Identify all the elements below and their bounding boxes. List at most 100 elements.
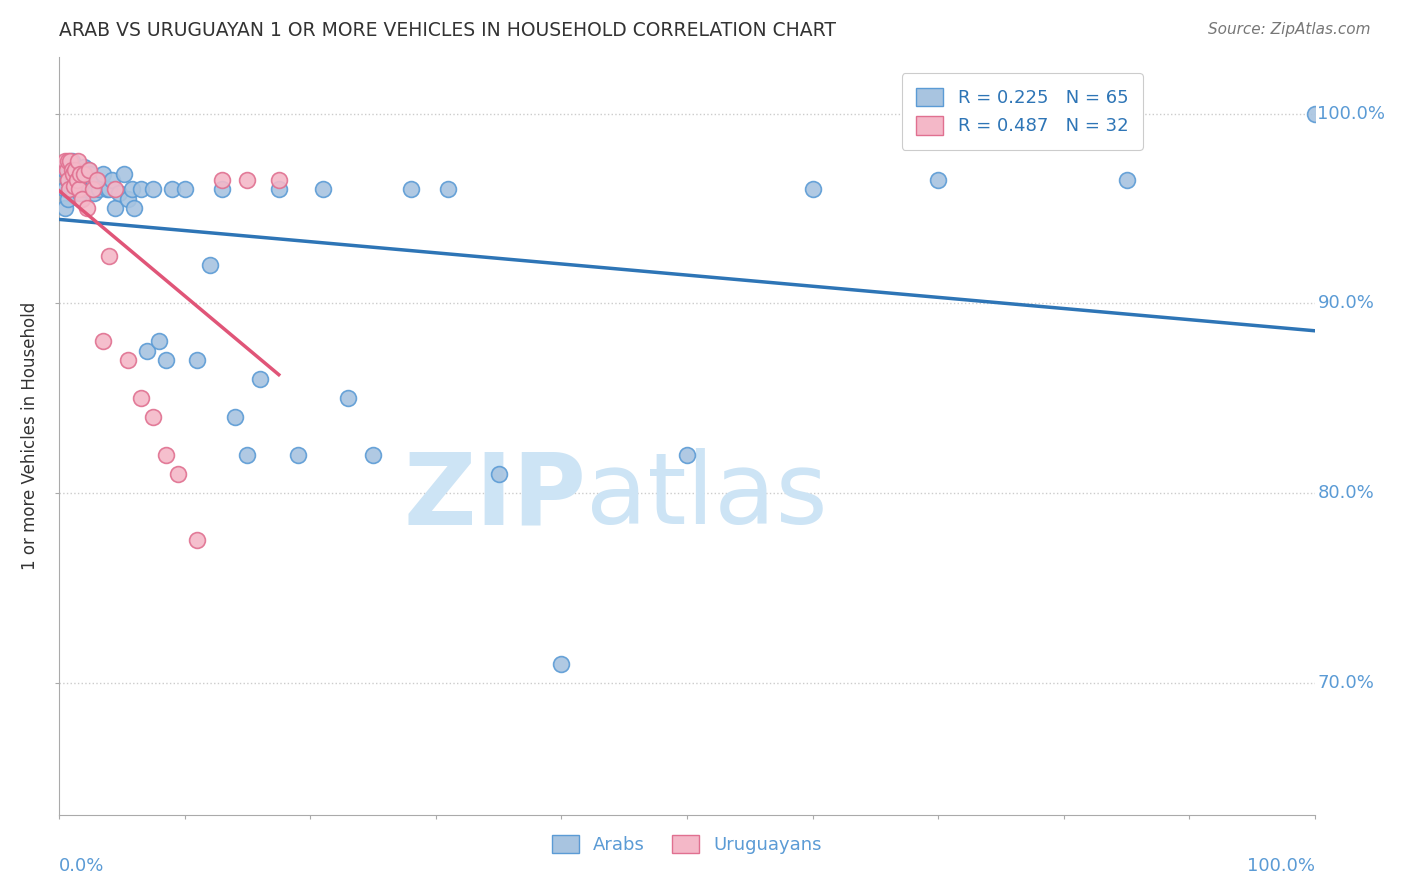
Point [224, 410, 246, 425]
Point [155, 353, 177, 368]
Text: 80.0%: 80.0% [1317, 484, 1374, 502]
Point [121, 182, 143, 196]
Point [100, 173, 122, 187]
Text: 70.0%: 70.0% [1317, 673, 1375, 691]
Point [1303, 106, 1326, 120]
Point [112, 167, 135, 181]
Point [117, 353, 139, 368]
Point [76, 202, 98, 216]
Point [62, 167, 84, 181]
Point [104, 182, 127, 196]
Point [86, 173, 108, 187]
Point [142, 410, 165, 425]
Point [73, 167, 96, 181]
Point [198, 258, 221, 272]
Point [60, 153, 83, 168]
Point [267, 173, 290, 187]
Point [108, 186, 131, 201]
Point [236, 448, 259, 462]
Point [801, 182, 824, 196]
Point [69, 186, 91, 201]
Y-axis label: 1 or more Vehicles in Household: 1 or more Vehicles in Household [21, 301, 39, 570]
Point [82, 173, 104, 187]
Point [117, 192, 139, 206]
Point [83, 186, 105, 201]
Point [211, 182, 233, 196]
Point [91, 334, 114, 348]
Point [267, 182, 290, 196]
Point [186, 533, 208, 548]
Point [160, 182, 183, 196]
Point [336, 391, 359, 405]
Point [1115, 173, 1137, 187]
Point [249, 372, 271, 386]
Point [59, 153, 82, 168]
Text: Source: ZipAtlas.com: Source: ZipAtlas.com [1208, 22, 1371, 37]
Point [76, 177, 98, 191]
Point [56, 173, 79, 187]
Point [55, 163, 77, 178]
Text: 100.0%: 100.0% [1317, 104, 1385, 122]
Point [77, 163, 100, 178]
Point [142, 182, 165, 196]
Text: 100.0%: 100.0% [1247, 857, 1315, 875]
Point [96, 182, 118, 196]
Point [65, 173, 87, 187]
Point [148, 334, 170, 348]
Point [186, 353, 208, 368]
Point [236, 173, 259, 187]
Point [66, 153, 89, 168]
Point [60, 182, 83, 196]
Point [67, 182, 90, 196]
Point [65, 163, 87, 178]
Point [155, 448, 177, 462]
Point [129, 182, 152, 196]
Text: atlas: atlas [586, 448, 828, 545]
Point [56, 192, 79, 206]
Point [488, 467, 510, 481]
Point [312, 182, 335, 196]
Point [82, 182, 104, 196]
Point [927, 173, 949, 187]
Point [69, 163, 91, 178]
Point [69, 167, 91, 181]
Point [56, 153, 79, 168]
Point [65, 167, 87, 181]
Point [361, 448, 384, 462]
Point [56, 173, 79, 187]
Point [70, 192, 93, 206]
Point [124, 202, 146, 216]
Legend: Arabs, Uruguayans: Arabs, Uruguayans [543, 826, 831, 863]
Point [53, 182, 76, 196]
Point [63, 186, 86, 201]
Point [437, 182, 460, 196]
Point [62, 173, 84, 187]
Point [129, 391, 152, 405]
Point [287, 448, 309, 462]
Point [75, 167, 97, 181]
Point [70, 173, 93, 187]
Point [550, 657, 572, 671]
Point [211, 173, 233, 187]
Point [67, 173, 90, 187]
Point [53, 153, 76, 168]
Point [676, 448, 699, 462]
Point [98, 182, 121, 196]
Point [53, 163, 76, 178]
Text: 0.0%: 0.0% [59, 857, 104, 875]
Point [59, 182, 82, 196]
Point [135, 343, 157, 358]
Text: ARAB VS URUGUAYAN 1 OR MORE VEHICLES IN HOUSEHOLD CORRELATION CHART: ARAB VS URUGUAYAN 1 OR MORE VEHICLES IN … [59, 21, 837, 40]
Point [104, 202, 127, 216]
Point [91, 167, 114, 181]
Point [86, 173, 108, 187]
Point [60, 163, 83, 178]
Point [399, 182, 422, 196]
Point [76, 163, 98, 178]
Point [65, 178, 87, 193]
Point [167, 467, 190, 481]
Point [53, 202, 76, 216]
Point [63, 178, 86, 193]
Point [66, 163, 89, 178]
Point [58, 182, 80, 196]
